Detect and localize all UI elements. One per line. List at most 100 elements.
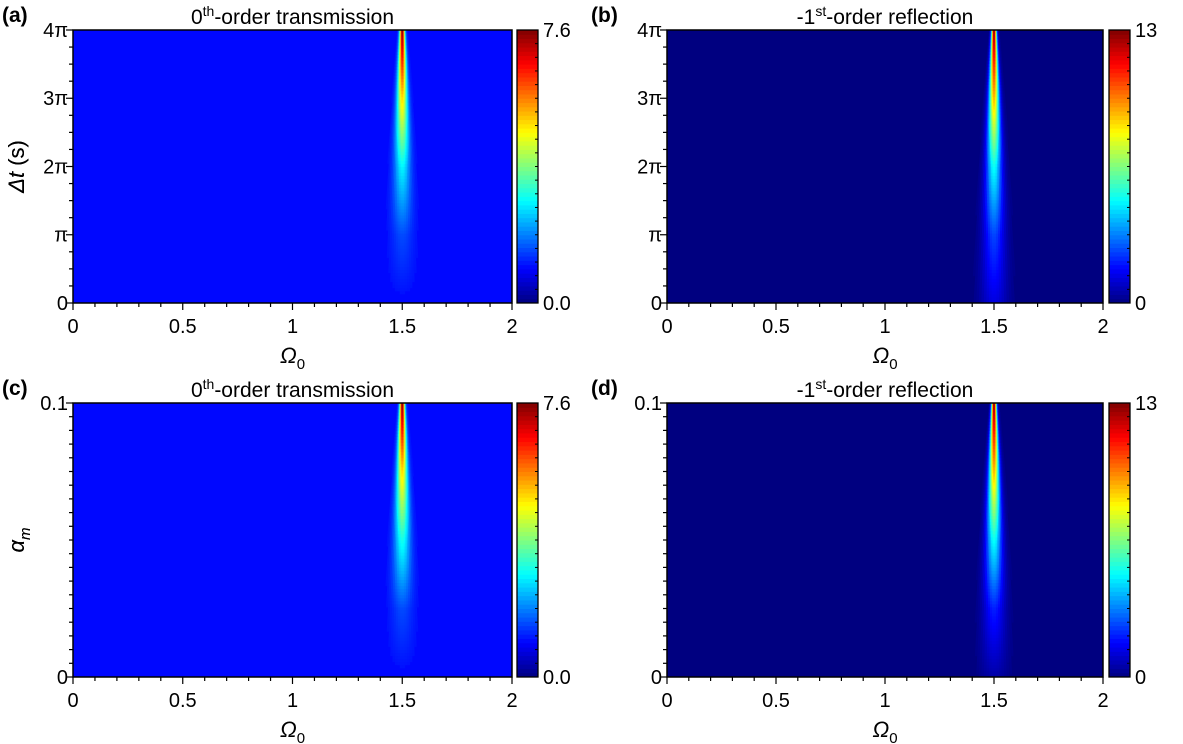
heatmap-cell xyxy=(388,603,391,608)
heatmap-cell xyxy=(390,646,394,650)
heatmap-cell xyxy=(994,205,997,210)
heatmap-cell xyxy=(392,184,395,189)
heatmap-cell xyxy=(981,172,984,176)
heatmap-cell xyxy=(400,524,403,529)
heatmap-cell xyxy=(987,193,990,198)
heatmap-cell xyxy=(409,163,412,167)
heatmap-cell xyxy=(998,87,1000,92)
heatmap-cell xyxy=(393,628,397,632)
colorbar-step xyxy=(517,170,538,176)
heatmap-cell xyxy=(409,524,412,529)
heatmap-cell xyxy=(998,30,1000,34)
heatmap-cell xyxy=(1002,239,1005,243)
heatmap-cell xyxy=(991,114,994,119)
heatmap-cell xyxy=(412,245,416,249)
heatmap-cell xyxy=(403,78,405,82)
heatmap-cell xyxy=(400,631,403,635)
heatmap-cell xyxy=(987,245,991,249)
heatmap-cell xyxy=(1001,69,1003,73)
heatmap-cell xyxy=(1006,296,1010,301)
heatmap-cell xyxy=(984,275,988,280)
heatmap-cell xyxy=(1002,124,1004,128)
heatmap-cell xyxy=(396,482,399,486)
heatmap-cell xyxy=(985,121,988,125)
heatmap-cell xyxy=(402,172,405,176)
panel-letter: (b) xyxy=(591,4,618,27)
heatmap-cell xyxy=(400,193,403,198)
heatmap-cell xyxy=(391,175,394,180)
heatmap-cell xyxy=(397,39,399,43)
heatmap-cell xyxy=(1007,257,1010,261)
heatmap-cell xyxy=(396,196,400,201)
heatmap-cell xyxy=(994,148,996,152)
heatmap-cell xyxy=(414,187,417,192)
heatmap-cell xyxy=(1008,275,1011,280)
heatmap-cell xyxy=(986,90,988,95)
heatmap-cell xyxy=(399,81,401,85)
heatmap-cell xyxy=(397,527,400,532)
heatmap-cell xyxy=(995,218,999,222)
heatmap-cell xyxy=(989,108,992,113)
heatmap-cell xyxy=(993,33,994,37)
heatmap-cell xyxy=(399,479,401,483)
colorbar-min-label: 0 xyxy=(1135,293,1146,315)
heatmap-cell xyxy=(976,245,980,249)
heatmap-cell xyxy=(392,530,394,535)
heatmap-cell xyxy=(1001,199,1004,204)
heatmap-cell xyxy=(987,142,990,146)
heatmap-cell xyxy=(1004,242,1008,246)
heatmap-cell xyxy=(395,506,398,510)
heatmap-cell xyxy=(986,290,990,295)
heatmap-cell xyxy=(400,60,402,64)
heatmap-cell xyxy=(403,42,405,46)
heatmap-cell xyxy=(386,187,390,192)
heatmap-cell xyxy=(399,36,401,40)
heatmap-cell xyxy=(409,439,411,443)
heatmap-cell xyxy=(997,133,1000,137)
heatmap-cell xyxy=(411,573,414,577)
heatmap-cell xyxy=(994,33,996,37)
heatmap-cell xyxy=(392,454,394,459)
heatmap-cell xyxy=(414,521,417,526)
heatmap-cell xyxy=(998,263,1002,267)
heatmap-cell xyxy=(993,93,995,98)
heatmap-cell xyxy=(994,227,997,231)
heatmap-cell xyxy=(1001,287,1005,292)
heatmap-cell xyxy=(409,145,411,149)
heatmap-cell xyxy=(992,142,995,146)
heatmap-cell xyxy=(1008,178,1011,183)
heatmap-cell xyxy=(1002,130,1005,134)
colorbar-step xyxy=(517,30,538,35)
heatmap-cell xyxy=(989,142,992,146)
heatmap-cell xyxy=(388,227,391,231)
heatmap-cell xyxy=(983,124,985,128)
heatmap-cell xyxy=(403,187,407,192)
heatmap-cell xyxy=(404,463,406,468)
heatmap-cell xyxy=(405,60,407,64)
heatmap-cell xyxy=(985,193,988,198)
heatmap-cell xyxy=(396,54,398,58)
heatmap-cell xyxy=(992,42,994,46)
heatmap-cell xyxy=(399,278,403,283)
heatmap-cell xyxy=(390,637,394,641)
heatmap-cell xyxy=(1009,248,1012,252)
heatmap-cell xyxy=(392,281,396,286)
heatmap-cell xyxy=(994,157,996,161)
heatmap-cell xyxy=(389,610,393,614)
heatmap-cell xyxy=(399,169,402,173)
heatmap-cell xyxy=(408,503,411,507)
heatmap-cell xyxy=(403,142,406,146)
heatmap-cell xyxy=(406,445,408,450)
heatmap-cell xyxy=(395,199,398,204)
heatmap-cell xyxy=(402,142,404,146)
heatmap-cell xyxy=(989,60,991,64)
colorbar-step xyxy=(517,111,538,116)
heatmap-cell xyxy=(411,254,414,258)
heatmap-cell xyxy=(394,466,396,471)
heatmap-cell xyxy=(394,127,397,131)
heatmap-cell xyxy=(1007,187,1010,192)
heatmap-cell xyxy=(399,60,401,64)
heatmap-cell xyxy=(400,130,403,134)
heatmap-cell xyxy=(405,111,408,116)
heatmap-cell xyxy=(412,111,414,116)
